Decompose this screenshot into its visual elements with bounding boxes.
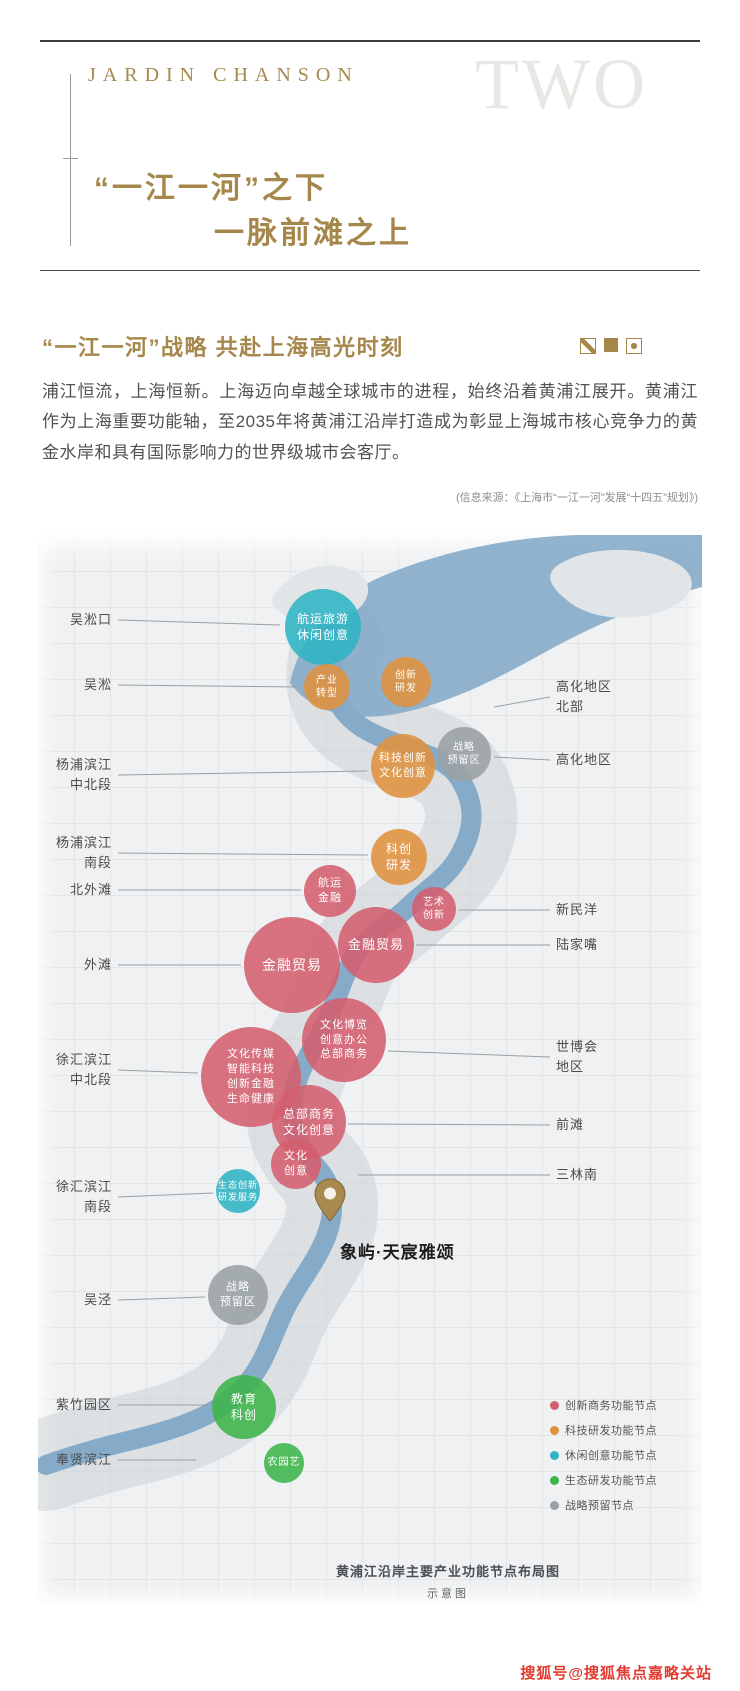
map-node-finance-trade-lower: 金融贸易 <box>244 917 340 1013</box>
map-label-left: 北外滩 <box>69 881 112 897</box>
legend-label: 休闲创意功能节点 <box>565 1450 657 1462</box>
map-node-education-scitech: 教育 科创 <box>212 1375 276 1439</box>
map-label-left: 杨浦滨江 中北段 <box>55 756 112 792</box>
map-label-right: 高化地区 北部 <box>556 678 613 714</box>
body-paragraph: 浦江恒流，上海恒新。上海迈向卓越全球城市的进程，始终沿着黄浦江展开。黄浦江作为上… <box>42 382 698 462</box>
legend-item-reserve: 战略预留节点 <box>550 1497 657 1513</box>
main-title-line1: “一江一河”之下 <box>94 172 328 205</box>
map-node-strategic-reserve-south: 战略 预留区 <box>208 1265 268 1325</box>
map-label-right: 三林南 <box>556 1166 599 1182</box>
divider-rule <box>40 270 700 271</box>
project-name: 象屿·天宸雅颂 <box>340 1243 455 1262</box>
map-legend: 创新商务功能节点 科技研发功能节点 休闲创意功能节点 生态研发功能节点 战略预留节点 <box>550 1397 657 1522</box>
map-label-right: 陆家嘴 <box>556 936 599 952</box>
map-node-shipping-finance: 航运 金融 <box>304 865 356 917</box>
map-label-left: 紫竹园区 <box>55 1396 112 1412</box>
legend-label: 创新商务功能节点 <box>565 1400 657 1412</box>
vertical-divider-tick <box>63 158 78 159</box>
map-caption: 黄浦江沿岸主要产业功能节点布局图 示意图 <box>278 1561 618 1601</box>
map-label-right: 前滩 <box>556 1116 585 1132</box>
legend-label: 战略预留节点 <box>565 1500 634 1512</box>
seal-icon-2 <box>604 338 618 352</box>
section-number: TWO <box>475 44 648 124</box>
map-label-left: 吴淞口 <box>69 611 112 627</box>
map-label-left: 吴泾 <box>83 1291 112 1307</box>
seal-icon-3 <box>626 338 642 354</box>
map-label-left: 吴淞 <box>83 676 112 692</box>
vertical-divider <box>70 74 71 246</box>
legend-swatch-reserve <box>550 1500 559 1510</box>
decorative-seal-icons <box>580 338 642 354</box>
main-title: “一江一河”之下 一脉前滩之上 <box>94 166 412 256</box>
legend-swatch-leisure <box>550 1450 559 1460</box>
map-node-innovation-rd: 创新 研发 <box>381 657 431 707</box>
map-label-left: 奉贤滨江 <box>55 1451 112 1467</box>
map-label-right: 世博会 地区 <box>556 1038 599 1074</box>
main-title-line2: 一脉前滩之上 <box>214 217 412 250</box>
map-label-right: 高化地区 <box>556 751 613 767</box>
legend-item-leisure: 休闲创意功能节点 <box>550 1447 657 1463</box>
map-caption-title: 黄浦江沿岸主要产业功能节点布局图 <box>335 1564 560 1579</box>
legend-swatch-tech <box>550 1425 559 1435</box>
map-node-shipping-tourism: 航运旅游 休闲创意 <box>285 589 361 665</box>
legend-label: 生态研发功能节点 <box>565 1475 657 1487</box>
map-label-left: 杨浦滨江 南段 <box>55 834 112 870</box>
map-node-strategic-reserve-north: 战略 预留区 <box>437 727 491 781</box>
map-node-finance-trade-upper: 金融贸易 <box>338 907 414 983</box>
seal-icon-1 <box>580 338 596 354</box>
map-node-scitech-rd: 科创 研发 <box>371 829 427 885</box>
map-label-left: 徐汇滨江 南段 <box>55 1178 112 1214</box>
map-label-left: 徐汇滨江 中北段 <box>55 1051 112 1087</box>
map-caption-subtitle: 示意图 <box>427 1588 469 1600</box>
map-node-tech-innovation-culture: 科技创新 文化创意 <box>371 734 435 798</box>
legend-swatch-business <box>550 1400 559 1410</box>
map-label-left: 外滩 <box>83 956 112 972</box>
map-node-industry-transform: 产业 转型 <box>304 664 350 710</box>
source-note: (信息来源：《上海市“一江一河”发展“十四五”规划》) <box>456 492 698 504</box>
map-node-culture-creative: 文化 创意 <box>271 1139 321 1189</box>
brand-name: JARDIN CHANSON <box>88 64 359 86</box>
map-node-art-innovation: 艺术 创新 <box>412 887 456 931</box>
section-heading: “一江一河”战略 共赴上海高光时刻 <box>42 335 404 360</box>
top-rule <box>40 40 700 42</box>
legend-item-business: 创新商务功能节点 <box>550 1397 657 1413</box>
watermark: 搜狐号@搜狐焦点嘉略关站 <box>520 1665 712 1682</box>
map-label-right: 新民洋 <box>556 901 599 917</box>
map-node-agri-horticulture: 农园艺 <box>264 1443 304 1483</box>
legend-item-tech: 科技研发功能节点 <box>550 1422 657 1438</box>
legend-label: 科技研发功能节点 <box>565 1425 657 1437</box>
legend-swatch-eco <box>550 1475 559 1485</box>
map-node-eco-innovation-service: 生态创新 研发服务 <box>216 1169 260 1213</box>
project-location-pin-icon <box>314 1178 346 1222</box>
map-node-culture-expo-office: 文化博览 创意办公 总部商务 <box>302 998 386 1082</box>
legend-item-eco: 生态研发功能节点 <box>550 1472 657 1488</box>
map-illustration: 吴淞口吴淞杨浦滨江 中北段 杨浦滨江 南段北外滩外滩徐汇滨江 中北段 徐汇滨江 南段吴泾紫竹… <box>38 535 702 1603</box>
